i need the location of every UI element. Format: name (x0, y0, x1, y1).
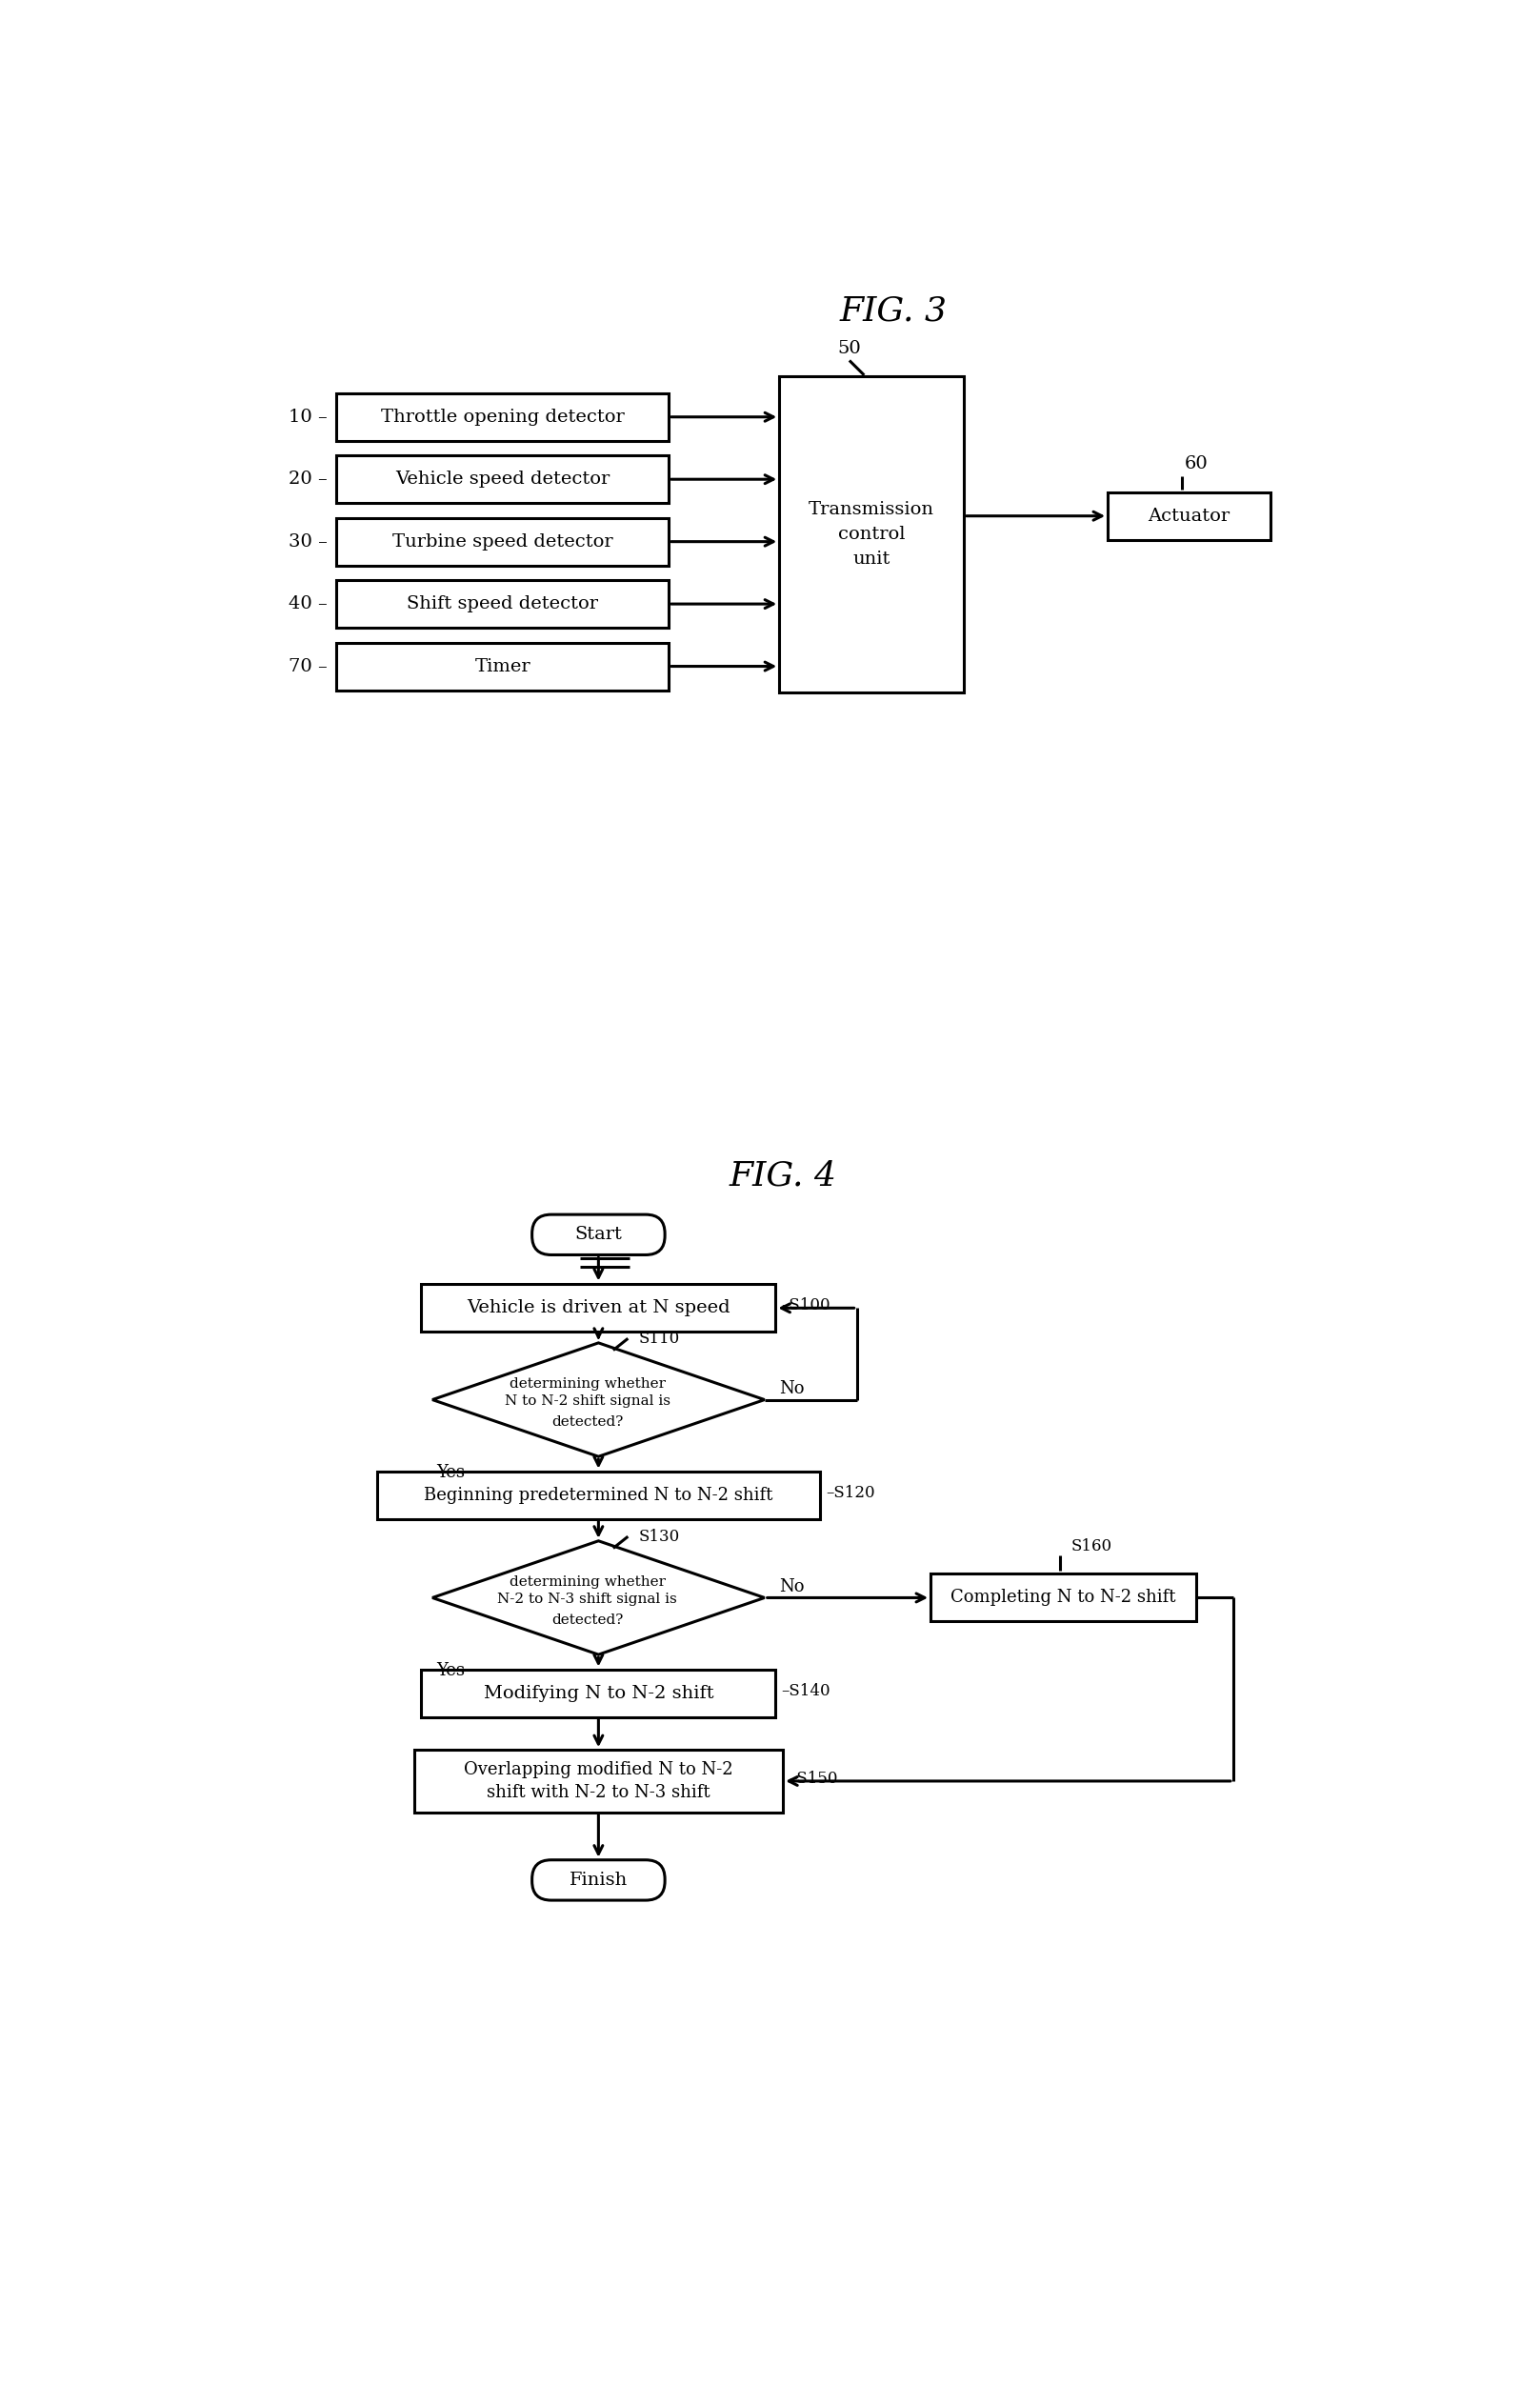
FancyBboxPatch shape (422, 1284, 776, 1332)
Text: –S150: –S150 (788, 1770, 838, 1787)
Text: S110: S110 (639, 1330, 681, 1347)
Text: FIG. 3: FIG. 3 (839, 293, 947, 327)
Text: N-2 to N-3 shift signal is: N-2 to N-3 shift signal is (497, 1592, 678, 1607)
Text: 30 –: 30 – (288, 534, 328, 551)
Text: Shift speed detector: Shift speed detector (407, 596, 598, 613)
Text: No: No (779, 1578, 804, 1595)
Text: determining whether: determining whether (510, 1378, 665, 1390)
FancyBboxPatch shape (930, 1573, 1197, 1621)
Text: 20 –: 20 – (290, 471, 328, 488)
FancyBboxPatch shape (377, 1472, 819, 1520)
Text: Timer: Timer (474, 657, 530, 676)
Text: FIG. 4: FIG. 4 (728, 1159, 836, 1193)
Text: 40 –: 40 – (290, 596, 328, 613)
Text: Transmission
control
unit: Transmission control unit (808, 500, 935, 568)
Text: 70 –: 70 – (290, 657, 328, 676)
Text: Completing N to N-2 shift: Completing N to N-2 shift (950, 1590, 1177, 1607)
Polygon shape (433, 1542, 764, 1655)
Text: –S120: –S120 (825, 1484, 875, 1501)
FancyBboxPatch shape (336, 580, 668, 628)
FancyBboxPatch shape (414, 1751, 782, 1813)
Text: shift with N-2 to N-3 shift: shift with N-2 to N-3 shift (487, 1785, 710, 1801)
FancyBboxPatch shape (531, 1215, 665, 1255)
FancyBboxPatch shape (336, 392, 668, 440)
FancyBboxPatch shape (1107, 493, 1270, 539)
Text: –S140: –S140 (781, 1684, 830, 1698)
Text: 60: 60 (1184, 455, 1207, 474)
FancyBboxPatch shape (779, 378, 964, 693)
Text: Modifying N to N-2 shift: Modifying N to N-2 shift (484, 1684, 713, 1703)
Text: Yes: Yes (436, 1465, 465, 1481)
FancyBboxPatch shape (422, 1669, 776, 1717)
Text: Vehicle speed detector: Vehicle speed detector (396, 471, 610, 488)
Text: Turbine speed detector: Turbine speed detector (393, 534, 613, 551)
Text: N to N-2 shift signal is: N to N-2 shift signal is (505, 1395, 670, 1407)
Text: Start: Start (574, 1227, 622, 1243)
FancyBboxPatch shape (336, 517, 668, 565)
Text: –S100: –S100 (781, 1299, 830, 1313)
Text: Finish: Finish (570, 1871, 628, 1888)
Text: 10 –: 10 – (290, 409, 328, 426)
Polygon shape (433, 1342, 764, 1457)
Text: Throttle opening detector: Throttle opening detector (380, 409, 624, 426)
Text: 50: 50 (838, 339, 861, 358)
Text: detected?: detected? (551, 1614, 624, 1626)
Text: S130: S130 (639, 1530, 681, 1544)
Text: S160: S160 (1070, 1537, 1112, 1554)
Text: Beginning predetermined N to N-2 shift: Beginning predetermined N to N-2 shift (424, 1486, 773, 1503)
Text: Vehicle is driven at N speed: Vehicle is driven at N speed (467, 1299, 730, 1316)
Text: Overlapping modified N to N-2: Overlapping modified N to N-2 (464, 1760, 733, 1780)
FancyBboxPatch shape (531, 1859, 665, 1900)
Text: Actuator: Actuator (1147, 507, 1230, 524)
Text: detected?: detected? (551, 1414, 624, 1429)
Text: determining whether: determining whether (510, 1575, 665, 1587)
FancyBboxPatch shape (336, 455, 668, 503)
FancyBboxPatch shape (336, 642, 668, 690)
Text: Yes: Yes (436, 1662, 465, 1679)
Text: No: No (779, 1380, 804, 1397)
